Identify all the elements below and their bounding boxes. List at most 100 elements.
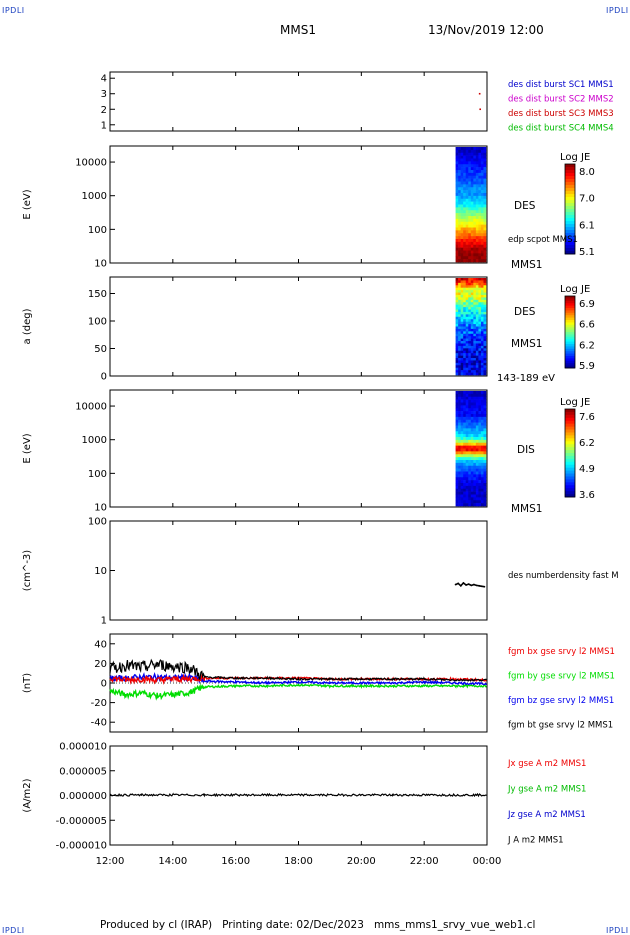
des-pitch-cell <box>465 336 469 339</box>
dis-energy-cell <box>478 451 482 455</box>
dis-energy-cell <box>468 422 472 426</box>
dis-energy-cell <box>458 457 461 461</box>
des-energy-cell <box>478 227 482 231</box>
des-energy-cell <box>478 170 482 174</box>
des-pitch-cell <box>480 353 484 356</box>
dis-energy-cell <box>460 445 464 449</box>
des-energy-cell <box>458 210 461 214</box>
des-energy-cell <box>473 233 477 237</box>
des-energy-cell <box>455 172 459 177</box>
dis-energy-cell <box>478 416 482 421</box>
current-legend-entry: J A m2 MMS1 <box>507 836 564 846</box>
des-pitch-cell <box>478 353 482 356</box>
dis-energy-cell <box>460 460 464 464</box>
dis-energy-cell <box>455 457 459 461</box>
dis-energy-cell <box>478 497 482 501</box>
des-energy-cell <box>473 164 477 168</box>
des-pitch-cell <box>473 348 477 352</box>
dis-energy-colorbar-step <box>565 491 575 495</box>
des-pitch-label-spacecraft: MMS1 <box>511 338 542 350</box>
dis-energy-cell <box>455 503 459 507</box>
dis-energy-cell <box>473 474 477 478</box>
des-energy-cell <box>475 181 479 185</box>
des-pitch-cell <box>455 365 459 369</box>
dis-energy-cell <box>473 425 477 429</box>
des-energy-cell <box>460 190 464 194</box>
des-energy-cell <box>468 250 472 254</box>
dis-energy-cell <box>475 391 479 395</box>
dis-energy-cell <box>480 460 484 464</box>
dis-energy-cell <box>465 393 469 398</box>
des-energy-cell <box>468 253 472 257</box>
des-energy-cell <box>483 158 487 162</box>
des-pitch-cell <box>483 326 487 330</box>
des-energy-cell <box>473 227 477 231</box>
dis-energy-cell <box>480 494 484 498</box>
des-energy-cell <box>470 175 474 179</box>
des-energy-cell <box>473 230 477 234</box>
des-pitch-cell <box>470 348 474 352</box>
des-energy-cell <box>473 247 477 251</box>
dis-energy-colorbar-step <box>565 467 575 471</box>
dis-energy-cell <box>470 422 474 426</box>
dis-energy-cell <box>473 431 477 435</box>
dis-energy-cell <box>480 396 484 400</box>
des-energy-cell <box>475 170 479 174</box>
des-pitch-cell <box>483 280 487 284</box>
des-energy-cell <box>475 158 479 162</box>
des-energy-cell <box>468 204 472 208</box>
des-pitch-cell <box>470 287 474 291</box>
des-energy-cell <box>463 213 467 217</box>
density-point <box>478 584 481 587</box>
des-pitch-cell <box>463 287 467 291</box>
des-energy-cell <box>460 161 464 165</box>
des-energy-cell <box>455 218 459 223</box>
des-energy-cell <box>465 259 469 263</box>
des-energy-label-instrument: DES <box>514 200 536 212</box>
dis-energy-cell <box>470 437 474 441</box>
des-pitch-colorbar-step <box>565 348 575 352</box>
density-ytick-label: 100 <box>88 517 107 528</box>
dis-energy-cell <box>465 485 469 490</box>
des-pitch-cell <box>470 336 474 339</box>
des-energy-cell <box>463 233 467 237</box>
des-pitch-cell <box>465 360 469 364</box>
des-pitch-cell <box>480 355 484 359</box>
des-energy-cell <box>458 161 461 165</box>
des-energy-cell <box>455 161 459 165</box>
des-pitch-cell <box>473 309 477 313</box>
dis-energy-colorbar-step <box>565 494 575 498</box>
dis-energy-colorbar-step <box>565 464 575 469</box>
des-pitch-cell <box>458 321 461 325</box>
des-pitch-cell <box>455 328 459 332</box>
des-pitch-cell <box>465 324 469 327</box>
des-pitch-cell <box>475 278 479 281</box>
des-pitch-cell <box>478 326 482 330</box>
des-energy-cell <box>483 247 487 251</box>
des-pitch-cell <box>478 333 482 337</box>
des-pitch-cell <box>473 311 477 315</box>
dis-energy-cell <box>478 460 482 464</box>
des-pitch-cell <box>470 319 474 322</box>
des-pitch-cell <box>463 292 467 296</box>
dis-energy-cell <box>458 480 461 484</box>
dis-energy-cell <box>463 402 467 406</box>
des-pitch-cell <box>463 326 467 330</box>
des-energy-cell <box>463 221 467 225</box>
dis-energy-cell <box>460 425 464 429</box>
des-energy-cell <box>468 198 472 202</box>
des-pitch-cell <box>468 360 472 364</box>
des-energy-cell <box>468 244 472 248</box>
dis-energy-cell <box>468 399 472 403</box>
dis-energy-cell <box>463 468 467 472</box>
des-energy-cell <box>473 216 477 220</box>
des-energy-cell <box>478 204 482 208</box>
des-pitch-cell <box>460 367 464 371</box>
des-pitch-colorbar-tick: 6.9 <box>579 299 595 310</box>
des-pitch-cell <box>468 333 472 337</box>
des-pitch-cell <box>473 304 477 308</box>
des-energy-cell <box>463 244 467 248</box>
des-pitch-cell <box>483 338 487 342</box>
des-pitch-cell <box>475 294 479 298</box>
des-pitch-cell <box>475 309 479 313</box>
